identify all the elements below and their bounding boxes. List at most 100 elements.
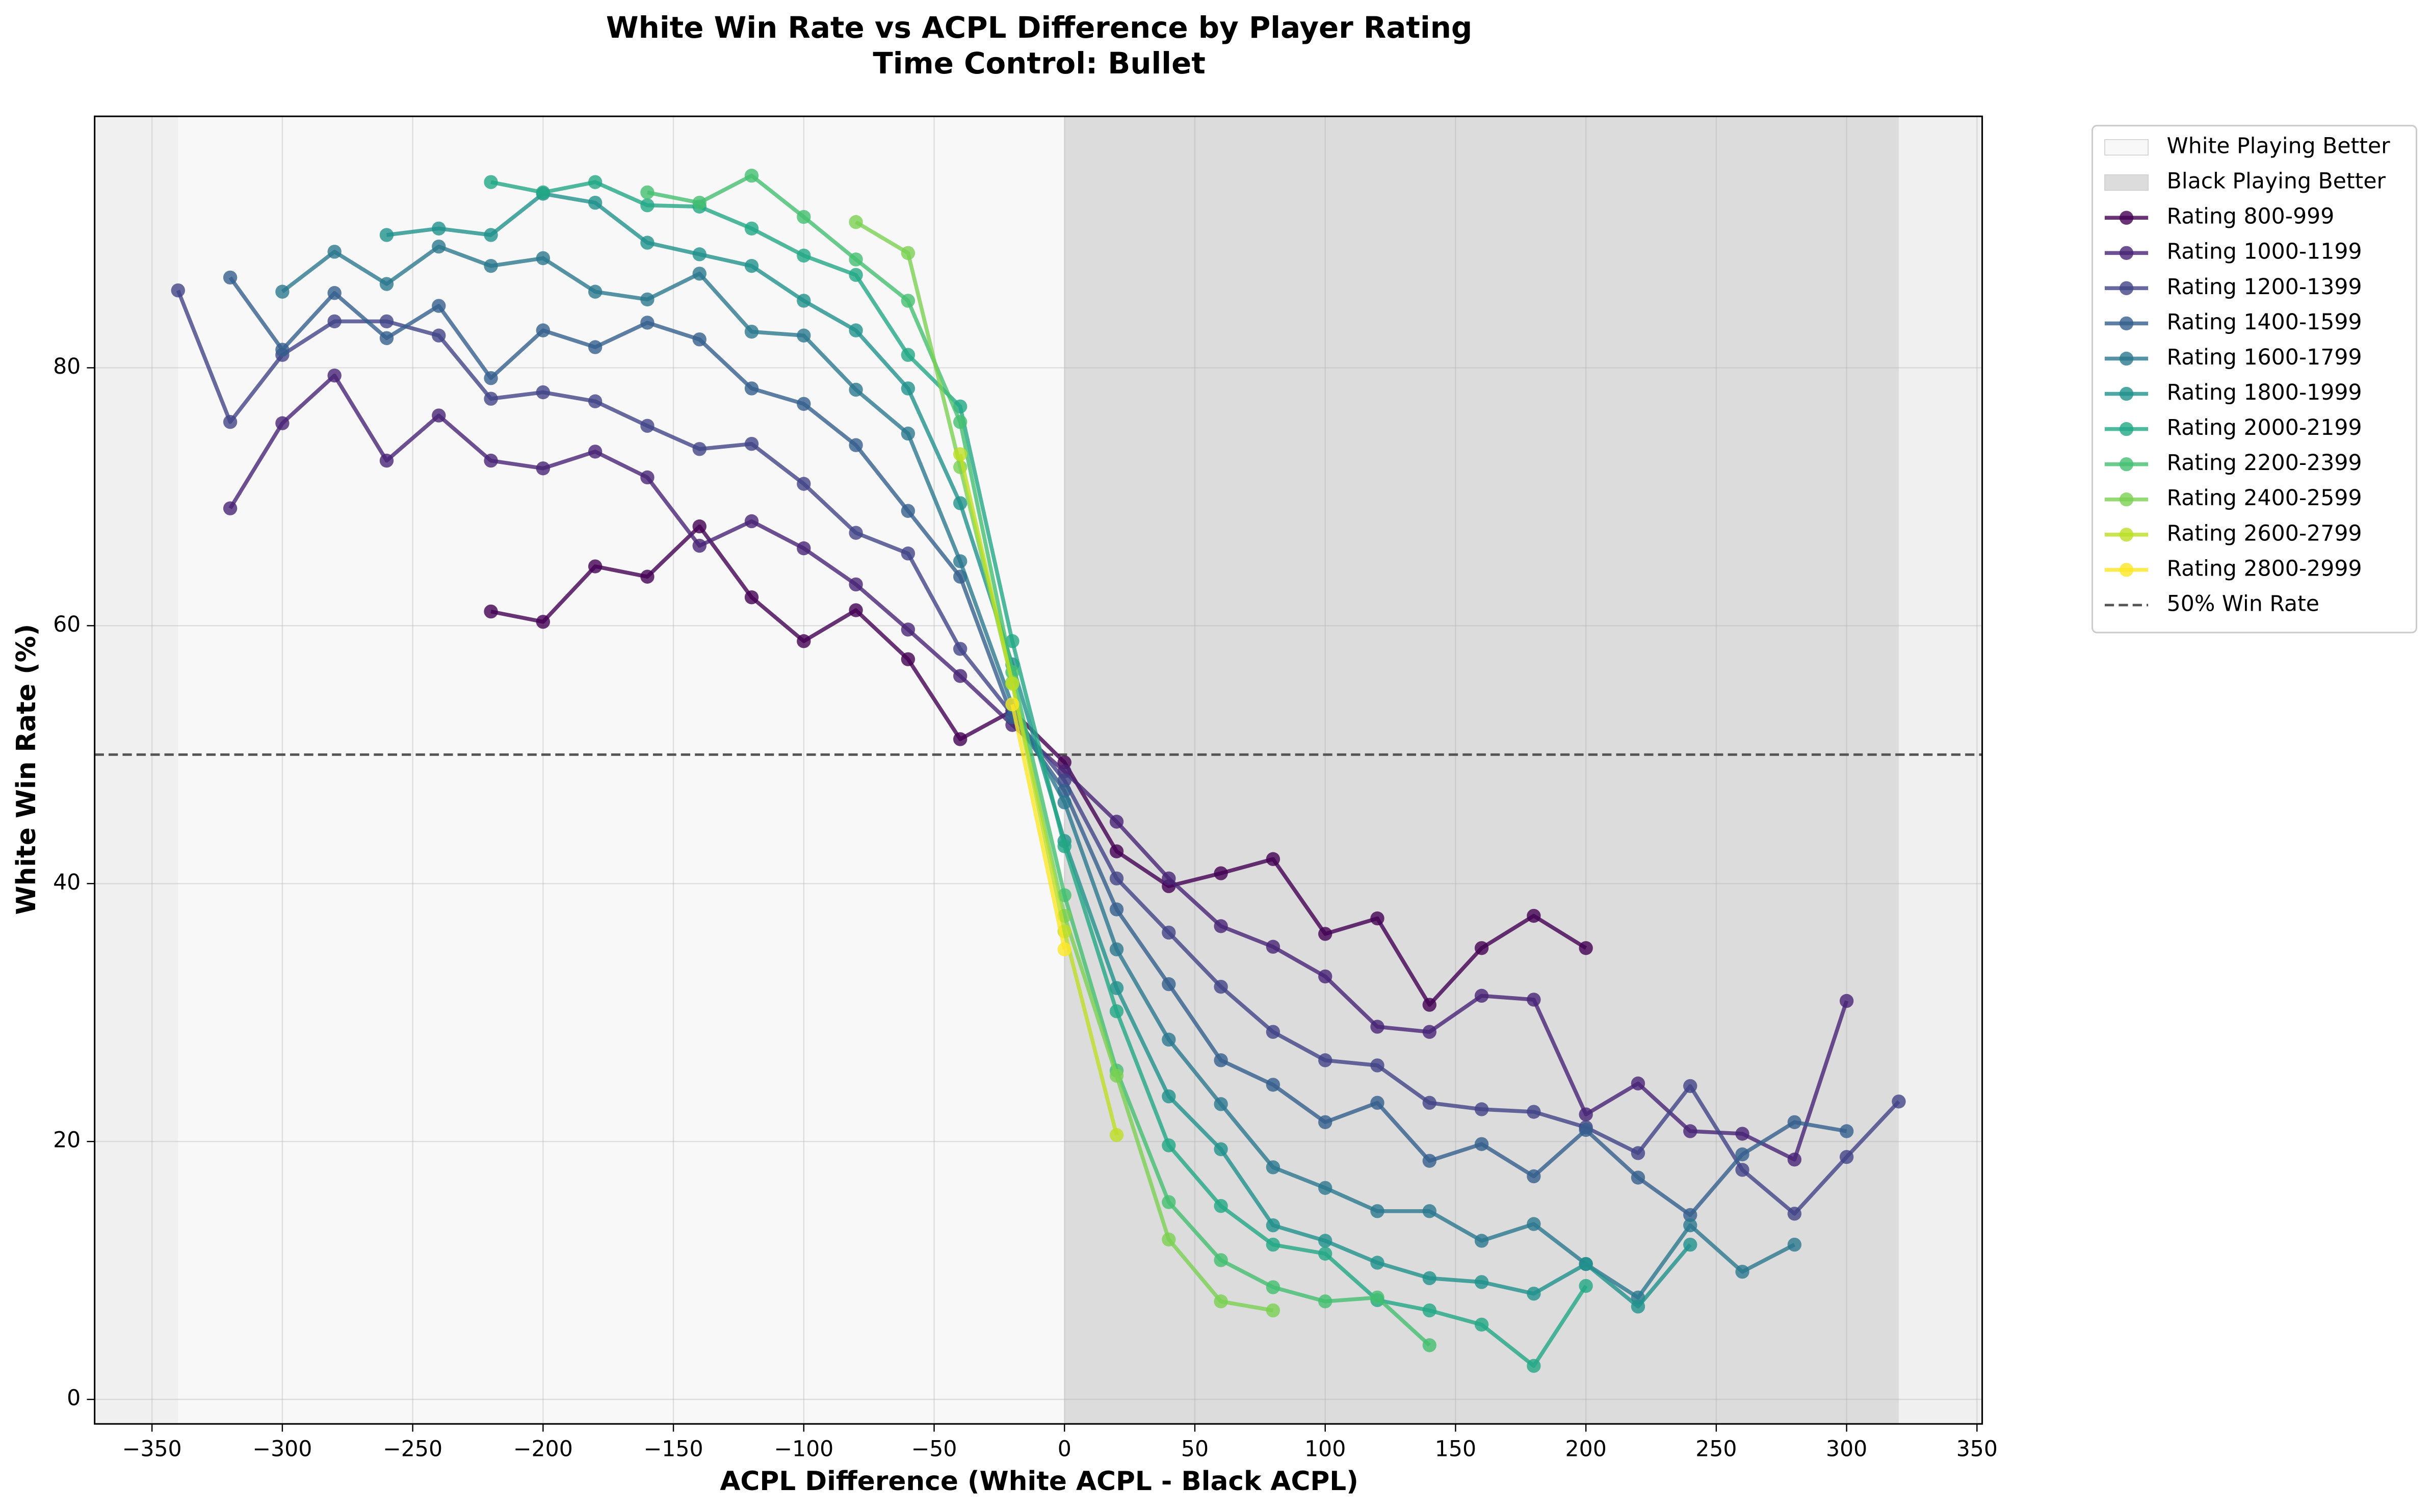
x-tick-label: −300 [252,1436,312,1462]
data-point [1735,1127,1749,1141]
data-point [797,328,811,343]
data-point [1787,1115,1802,1129]
data-point [432,408,446,423]
data-point [1109,1128,1124,1142]
data-point [692,195,707,210]
data-point [275,416,290,430]
data-point [692,519,707,534]
data-point [744,168,759,183]
data-point [1474,1102,1489,1116]
legend-label: Rating 1600-1799 [2167,345,2362,370]
data-point [1527,1217,1541,1231]
data-point [1683,1124,1697,1138]
data-point [640,198,655,213]
data-point [1162,1232,1176,1247]
data-point [1109,942,1124,956]
y-tick-label: 40 [53,870,81,895]
data-point [327,245,342,259]
legend-marker [2119,457,2134,472]
data-point [1162,1195,1176,1209]
data-point [1527,1359,1541,1373]
data-point [901,294,916,308]
data-point [953,669,967,683]
legend-swatch [2104,139,2149,156]
x-tick-label: −150 [644,1436,703,1462]
legend-label: Rating 1000-1199 [2167,239,2362,265]
data-point [692,442,707,456]
data-point [692,267,707,281]
data-point [1422,1025,1436,1039]
data-point [744,258,759,273]
data-point [1422,1204,1436,1218]
data-point [1422,1096,1436,1110]
data-point [1318,1115,1332,1129]
data-point [484,604,498,619]
data-point [1735,1147,1749,1162]
legend-marker [2119,563,2134,577]
data-point [640,470,655,485]
data-point [1631,1076,1645,1091]
data-point [744,437,759,451]
data-point [1162,1032,1176,1047]
data-point [849,603,863,617]
data-point [1370,1204,1384,1218]
data-point [797,634,811,648]
data-point [1787,1207,1802,1221]
data-point [379,277,394,291]
data-point [1787,1152,1802,1167]
data-point [1266,852,1280,866]
series-line [490,180,1588,1368]
data-point [379,453,394,468]
data-point [1162,1138,1176,1153]
data-point [1474,1317,1489,1332]
data-point [1527,1169,1541,1184]
data-point [1579,1257,1593,1271]
data-point [327,314,342,329]
data-point [849,323,863,337]
data-point [536,185,551,200]
data-point [1266,1025,1280,1039]
data-point [1631,1146,1645,1160]
data-point [1735,1264,1749,1279]
legend-label: Rating 2200-2399 [2167,450,2362,476]
data-point [1266,1160,1280,1175]
data-point [1266,1303,1280,1318]
data-point [1214,1253,1228,1267]
data-point [1266,1237,1280,1252]
data-point [484,453,498,468]
data-point [1370,911,1384,926]
legend-label: Rating 800-999 [2167,204,2335,229]
data-point [640,316,655,330]
y-tick-label: 0 [67,1386,81,1411]
chart-title: White Win Rate vs ACPL Difference by Pla… [606,10,1472,45]
data-point [692,247,707,262]
legend-label: Rating 1400-1599 [2167,309,2362,335]
data-point [1109,871,1124,885]
data-point [797,248,811,263]
data-point [1214,866,1228,880]
x-tick-label: −200 [513,1436,573,1462]
data-point [432,239,446,254]
data-point [953,732,967,746]
legend-label: Rating 2600-2799 [2167,520,2362,546]
x-tick-label: 200 [1565,1436,1607,1462]
x-tick-label: 350 [1956,1436,1998,1462]
data-point [484,175,498,189]
data-point [1005,676,1019,691]
data-point [1631,1170,1645,1185]
data-point [1318,1294,1332,1309]
data-point [484,258,498,273]
legend-box [2091,124,2418,634]
data-point [1474,941,1489,955]
legend-marker [2119,281,2134,296]
data-point [1318,1234,1332,1248]
data-point [1318,927,1332,941]
x-tick-label: 300 [1826,1436,1867,1462]
data-point [1370,1058,1384,1073]
legend-marker [2119,386,2134,401]
region-span [1064,116,1899,1424]
legend-marker [2119,422,2134,436]
data-point [1735,1163,1749,1177]
x-tick-label: −250 [383,1436,442,1462]
